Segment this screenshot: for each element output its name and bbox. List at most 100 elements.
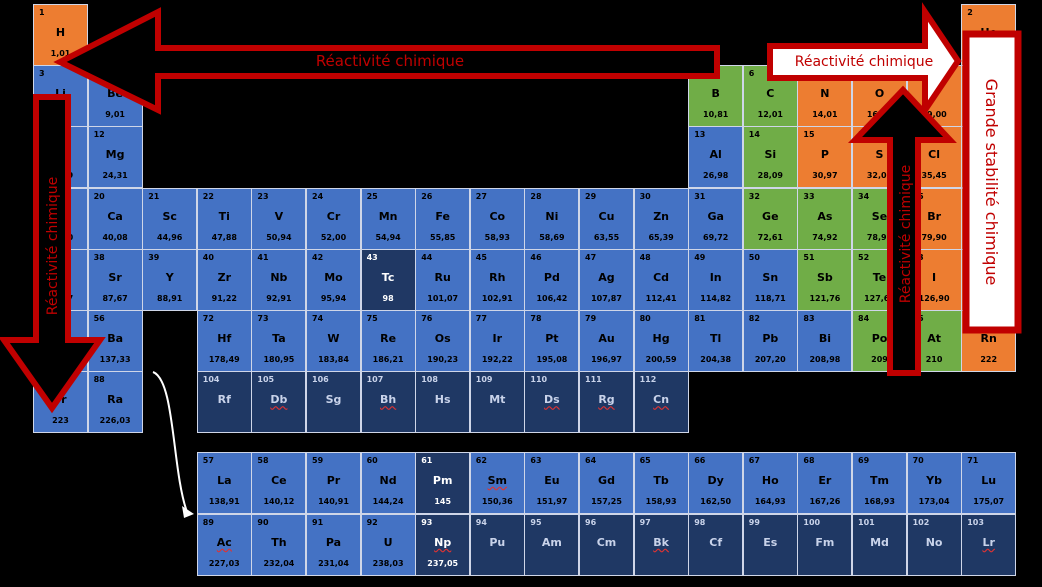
element-symbol: B [711,87,720,101]
element-cell: 94 Pu [469,514,525,576]
atomic-mass: 39,10 [47,232,74,242]
atomic-number: 81 [694,314,706,323]
atomic-number: 70 [912,456,924,465]
element-symbol: Ac [216,536,232,549]
atomic-mass: 50,94 [266,232,292,242]
element-cell: 101 Md [852,514,907,576]
atomic-number: 52 [858,252,870,262]
element-symbol: La [217,474,232,487]
element-cell: 105 Db [251,371,307,434]
element-symbol: Sm [487,474,507,487]
element-symbol: Hs [434,393,451,407]
element-cell: 109 Mt [469,371,525,434]
atomic-mass: 83,80 [976,232,1002,242]
atomic-mass: 173,04 [918,497,950,506]
atomic-number: 51 [803,252,815,262]
element-cell: 69 Tm 168,93 [852,452,907,514]
atomic-mass: 168,93 [864,497,895,506]
atomic-mass: 227,03 [208,559,240,568]
atomic-mass: 204,38 [700,355,732,364]
atomic-mass: 10,81 [703,110,729,120]
element-symbol: Cf [709,536,723,549]
element-cell: 111 Rg [579,371,634,434]
atomic-number: 111 [585,375,602,385]
element-symbol: Pa [325,536,342,549]
element-symbol: Md [870,536,889,549]
element-symbol: Si [764,148,777,162]
element-symbol: Mg [105,148,125,162]
element-cell: 40 Zr 91,22 [196,248,252,311]
atomic-number: 103 [967,518,984,527]
atomic-number: 58 [257,456,269,465]
atomic-mass: 55,85 [430,232,456,242]
element-symbol: P [820,148,829,162]
atomic-number: 63 [530,456,542,465]
atomic-mass: 183,84 [318,355,349,364]
atomic-number: 39 [148,252,160,262]
element-symbol: Mt [489,393,506,407]
element-symbol: In [709,270,722,284]
atomic-number: 73 [257,314,269,323]
element-symbol: Bh [379,393,397,407]
atomic-mass: 140,12 [263,497,295,506]
atomic-number: 7 [803,69,809,79]
atomic-number: 5 [694,69,700,79]
atomic-mass: 1,01 [50,49,71,58]
element-symbol: O [874,87,885,101]
atomic-number: 37 [39,252,51,262]
atomic-number: 76 [421,314,433,323]
element-cell: 89 Ac 227,03 [196,514,252,576]
atomic-number: 72 [202,314,214,323]
element-cell: 77 Ir 192,22 [469,310,525,372]
element-cell: 11 Na 22,99 [33,126,88,189]
element-cell: 25 Mn 54,94 [360,187,416,250]
element-cell: 103 Lr [961,514,1017,576]
element-cell: 63 Eu 151,97 [524,452,580,514]
atomic-number: 6 [748,69,755,79]
element-symbol: Ag [598,270,615,284]
atomic-number: 1 [39,8,45,17]
element-cell: 86 Rn 222 [961,310,1017,372]
element-symbol: Sg [325,393,342,407]
atomic-number: 92 [366,518,378,527]
element-symbol: I [932,270,937,284]
atomic-mass: 52,00 [320,232,347,242]
element-symbol: Cu [598,209,615,223]
atomic-mass: 28,09 [757,171,783,181]
element-symbol: Np [434,536,452,549]
atomic-mass: 47,88 [211,232,237,242]
element-cell: 79 Au 196,97 [579,310,634,372]
atomic-number: 23 [257,191,269,201]
atomic-number: 80 [639,314,651,323]
atomic-mass: 127,60 [864,293,895,303]
element-cell: 30 Zn 65,39 [633,187,689,250]
atomic-mass: 58,69 [539,232,565,242]
element-cell: 26 Fe 55,85 [415,187,471,250]
element-symbol: Al [709,148,722,162]
element-symbol: At [927,332,941,345]
element-cell: 58 Ce 140,12 [251,452,307,514]
element-symbol: Sn [762,270,779,284]
atomic-number: 42 [312,252,324,262]
element-cell: 100 Fm [797,514,853,576]
atomic-number: 28 [530,191,542,201]
element-cell: 55 Cs 132,91 [33,310,88,372]
element-symbol: Y [165,270,174,284]
atomic-mass: 91,22 [211,293,237,303]
atomic-mass: 132,91 [45,355,76,364]
element-cell: 68 Er 167,26 [797,452,853,514]
element-symbol: Ga [707,209,724,223]
element-symbol: Rn [980,332,997,345]
element-cell: 107 Bh [360,371,416,434]
element-cell: 15 P 30,97 [797,126,853,189]
element-cell: 42 Mo 95,94 [306,248,361,311]
element-symbol: Ce [271,474,287,487]
element-symbol: V [274,209,284,223]
element-cell: 45 Rh 102,91 [469,248,525,311]
element-cell: 3 Li 6,94 [33,65,88,128]
atomic-mass: 121,76 [809,293,841,303]
element-symbol: Pu [489,536,506,549]
atomic-mass: 88,91 [157,293,183,303]
element-symbol: Xe [980,270,997,284]
